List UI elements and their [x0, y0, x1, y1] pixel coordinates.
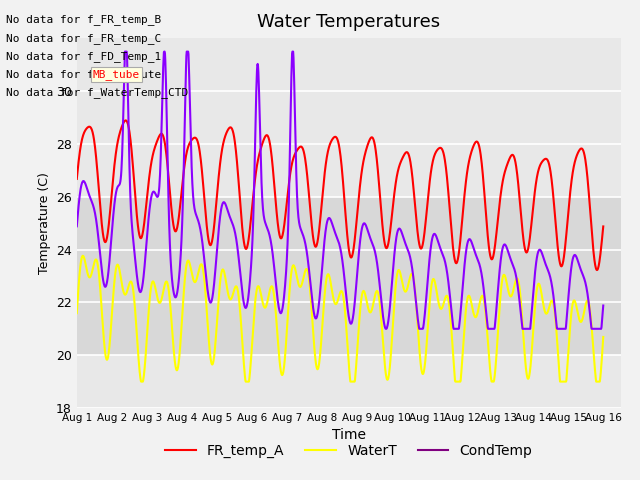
Line: WaterT: WaterT	[77, 256, 604, 382]
Bar	[77, 197, 621, 355]
Text: No data for f_WaterTemp_CTD: No data for f_WaterTemp_CTD	[6, 87, 189, 98]
Title: Water Temperatures: Water Temperatures	[257, 13, 440, 31]
Text: No data for f_FR_temp_B: No data for f_FR_temp_B	[6, 14, 162, 25]
CondTemp	[297, 226, 305, 231]
WaterT	[136, 365, 143, 371]
FR_temp_A	[373, 156, 381, 162]
Legend: FR_temp_A, WaterT, CondTemp: FR_temp_A, WaterT, CondTemp	[160, 439, 538, 464]
CondTemp	[121, 49, 129, 55]
CondTemp	[308, 290, 316, 296]
WaterT	[308, 308, 316, 314]
FR_temp_A	[73, 176, 81, 182]
CondTemp	[114, 184, 122, 190]
WaterT	[297, 284, 305, 289]
Text: No data for f_FD_Temp_1: No data for f_FD_Temp_1	[6, 51, 162, 62]
Text: No data for f_Temp_nute: No data for f_Temp_nute	[6, 69, 162, 80]
Text: No data for f_FR_temp_C: No data for f_FR_temp_C	[6, 33, 162, 44]
FR_temp_A	[317, 210, 324, 216]
CondTemp	[373, 258, 381, 264]
FR_temp_A	[122, 118, 129, 123]
FR_temp_A	[308, 219, 316, 225]
WaterT	[600, 334, 607, 340]
X-axis label: Time: Time	[332, 429, 366, 443]
CondTemp	[382, 326, 390, 332]
CondTemp	[600, 302, 607, 308]
WaterT	[317, 338, 325, 344]
CondTemp	[136, 288, 143, 293]
FR_temp_A	[593, 267, 601, 273]
CondTemp	[73, 223, 81, 229]
WaterT	[373, 288, 381, 294]
FR_temp_A	[114, 140, 122, 145]
WaterT	[137, 379, 145, 384]
WaterT	[73, 310, 81, 316]
FR_temp_A	[297, 144, 305, 149]
WaterT	[79, 253, 86, 259]
WaterT	[114, 262, 122, 268]
Y-axis label: Temperature (C): Temperature (C)	[38, 172, 51, 274]
Line: CondTemp: CondTemp	[77, 52, 604, 329]
CondTemp	[317, 280, 324, 286]
FR_temp_A	[600, 224, 607, 229]
Line: FR_temp_A: FR_temp_A	[77, 120, 604, 270]
Text: MB_tube: MB_tube	[93, 69, 140, 80]
FR_temp_A	[136, 232, 143, 238]
